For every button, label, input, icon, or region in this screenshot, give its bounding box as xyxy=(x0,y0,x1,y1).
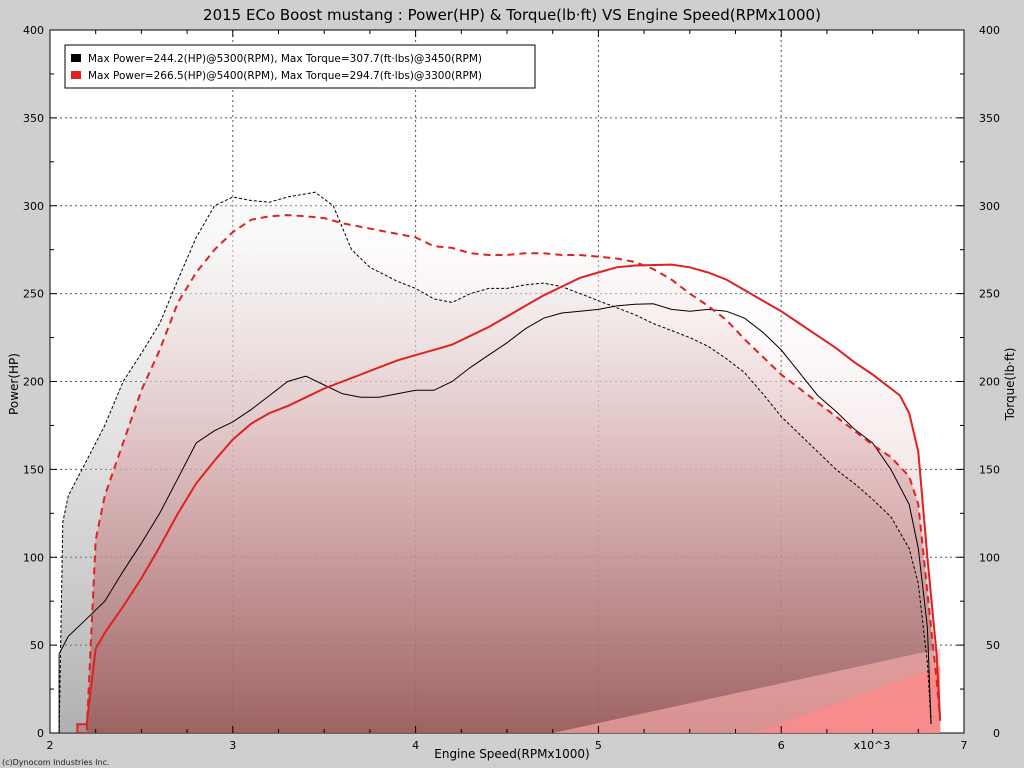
x-tick-label: 3 xyxy=(229,739,236,752)
y-tick-label-left: 200 xyxy=(23,376,44,389)
power-area-series-2 xyxy=(77,264,941,733)
series-lines xyxy=(58,191,942,733)
y-tick-label-right: 0 xyxy=(993,727,1000,740)
torque-line-series-1 xyxy=(58,191,932,733)
y-tick-label-left: 400 xyxy=(23,24,44,37)
series-fills xyxy=(59,192,941,733)
legend-entry-2: Max Power=266.5(HP)@5400(RPM), Max Torqu… xyxy=(88,70,482,82)
legend-swatch-red xyxy=(71,71,81,79)
y-tick-label-left: 350 xyxy=(23,112,44,125)
y-tick-label-right: 200 xyxy=(979,376,1000,389)
power-line-series-1 xyxy=(58,303,932,733)
torque-line-series-2 xyxy=(77,214,942,733)
y-tick-label-right: 400 xyxy=(979,24,1000,37)
y-tick-label-right: 100 xyxy=(979,551,1000,564)
highlight-wedge-inner xyxy=(753,666,941,733)
y-tick-label-left: 300 xyxy=(23,200,44,213)
y-tick-label-left: 250 xyxy=(23,288,44,301)
legend: Max Power=244.2(HP)@5300(RPM), Max Torqu… xyxy=(64,44,536,89)
power-line-series-2 xyxy=(76,263,942,733)
copyright-text: (c)Dynocom Industries Inc. xyxy=(2,758,110,767)
y-tick-label-left: 100 xyxy=(23,551,44,564)
y-tick-label-right: 150 xyxy=(979,463,1000,476)
x-tick-label: 7 xyxy=(961,739,968,752)
x-tick-label: 2 xyxy=(47,739,54,752)
y-axis-label-left: Power(HP) xyxy=(7,353,21,415)
legend-box xyxy=(64,44,536,89)
legend-entry-1: Max Power=244.2(HP)@5300(RPM), Max Torqu… xyxy=(88,53,482,65)
y-tick-label-right: 300 xyxy=(979,200,1000,213)
y-tick-label-right: 250 xyxy=(979,288,1000,301)
legend-swatch-black xyxy=(71,54,81,62)
x-tick-label: 5 xyxy=(595,739,602,752)
x-tick-label: 6 xyxy=(778,739,785,752)
y-tick-label-right: 50 xyxy=(986,639,1000,652)
y-axis-label-right: Torque(lb·ft) xyxy=(1003,348,1017,422)
chart-title: 2015 ECo Boost mustang : Power(HP) & Tor… xyxy=(203,6,821,24)
x-multiplier-label: x10^3 xyxy=(854,739,891,752)
x-axis-label: Engine Speed(RPMx1000) xyxy=(434,747,590,761)
axis-ticks: 2 3 4 5 6 7 0 0 50 50 100 100 150 150 200 200 250 250 300 3… xyxy=(23,24,1000,752)
y-tick-label-left: 0 xyxy=(37,727,44,740)
y-tick-label-right: 350 xyxy=(979,112,1000,125)
y-tick-label-left: 150 xyxy=(23,463,44,476)
y-tick-label-left: 50 xyxy=(30,639,44,652)
x-tick-label: 4 xyxy=(412,739,419,752)
